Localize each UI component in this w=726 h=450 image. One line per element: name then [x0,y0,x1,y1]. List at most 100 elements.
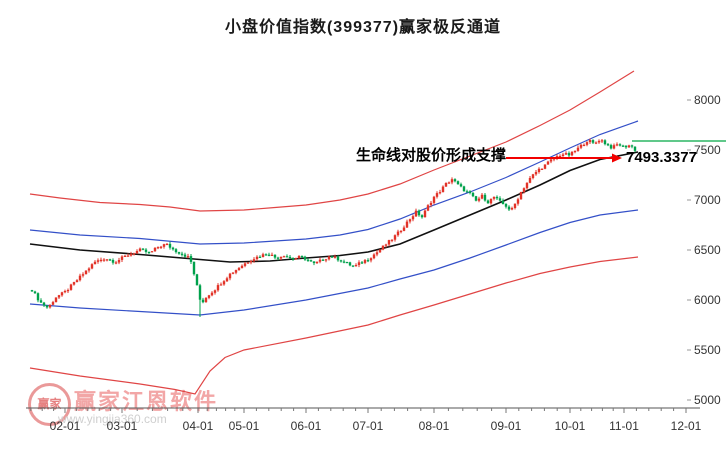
candle-body [231,272,235,274]
candle-body [576,147,580,151]
candle-body [285,256,289,258]
candle-body [300,256,304,258]
candle-body [501,200,505,204]
candle-body [522,188,526,192]
y-axis-label: 6500 [694,243,721,257]
candle-body [450,179,454,183]
candle-body [156,247,160,249]
candle-body [279,256,283,259]
candle-body [615,144,619,146]
candle-body [264,254,268,256]
x-axis-label: 02-01 [49,419,81,433]
candle-body [606,144,610,146]
candle-body [579,144,583,148]
candle-body [594,142,598,144]
candle-body [129,253,133,256]
candle-body [54,297,58,303]
candle-body [540,168,544,170]
candle-body [138,248,142,251]
candle-body [351,265,355,267]
candle-body [462,186,466,192]
candle-body [198,285,202,300]
x-axis-label: 03-01 [106,419,138,433]
candle-body [189,256,193,262]
candle-body [195,274,199,286]
candle-body [42,302,46,306]
candle-body [588,140,592,143]
y-axis-label: 6000 [694,293,721,307]
candle-body [72,282,76,285]
inner-strong-line-blue [29,120,639,245]
candle-body [297,256,301,259]
candle-body [123,255,127,257]
candle-body [117,260,121,263]
candle-body [213,290,217,293]
candle-body [186,256,190,258]
candle-body [489,198,493,204]
candle-body [402,227,406,231]
candle-body [465,191,469,193]
candle-body [603,140,607,145]
candle-body [456,181,460,185]
candle-body [165,243,169,246]
candle-body [378,249,382,253]
lifeline-black [29,151,639,263]
x-axis-label: 10-01 [554,419,586,433]
candle-body [441,186,445,193]
candle-body [420,215,424,218]
candle-body [438,192,442,194]
candle-body [348,262,352,266]
candle-body [45,305,49,308]
candle-body [105,259,109,261]
candle-body [66,290,70,292]
candle-body [564,153,568,155]
candle-body [267,254,271,256]
candle-body [30,290,34,292]
candle-body [375,252,379,255]
candle-body [207,295,211,298]
candle-body [57,295,61,298]
candle-body [132,253,136,255]
candle-body [498,198,502,201]
candle-body [171,247,175,250]
candle-body [447,182,451,184]
candle-body [81,274,85,276]
y-axis-label: 5000 [694,393,721,407]
candle-body [228,273,232,279]
candle-body [381,245,385,250]
candle-body [282,256,286,258]
x-axis-label: 09-01 [490,419,522,433]
support-annotation: 生命线对股价形成支撑 [356,147,507,164]
candle-body [483,194,487,201]
candle-body [261,254,265,257]
candle-body [69,284,73,290]
candle-body [630,145,634,147]
candle-body [591,140,595,143]
candle-body [357,262,361,265]
candle-body [561,154,565,156]
candle-body [306,259,310,261]
candle-body [180,253,184,255]
candle-body [411,216,415,220]
candle-body [393,235,397,240]
candle-body [288,256,292,259]
candle-body [405,221,409,228]
candle-body [480,194,484,199]
candle-body [87,268,91,271]
candle-body [477,198,481,201]
candle-body [585,142,589,145]
candle-body [303,256,307,260]
candle-body [222,281,226,285]
candle-body [468,191,472,193]
candle-body [225,278,229,282]
candle-body [273,254,277,258]
candle-body [237,268,241,271]
candle-body [39,300,43,303]
x-axis-label: 07-01 [352,419,384,433]
candle-body [48,304,52,308]
candle-body [558,156,562,158]
candle-body [366,260,370,262]
candle-body [363,260,367,263]
